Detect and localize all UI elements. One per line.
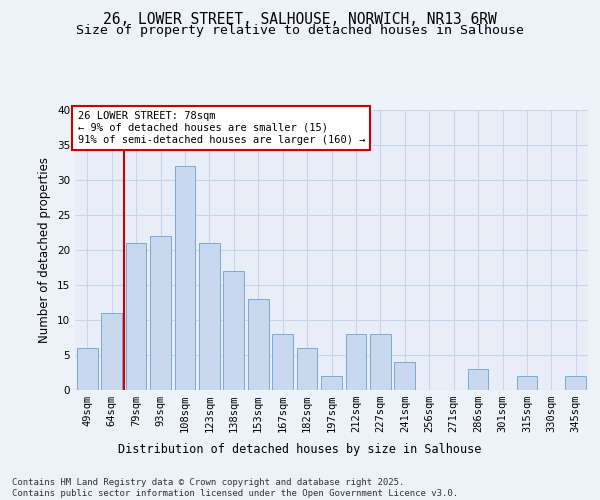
Bar bbox=[272, 334, 293, 390]
Bar bbox=[223, 271, 244, 390]
Bar bbox=[346, 334, 367, 390]
Bar bbox=[248, 299, 269, 390]
Bar bbox=[370, 334, 391, 390]
Bar bbox=[467, 369, 488, 390]
Bar bbox=[77, 348, 98, 390]
Bar bbox=[150, 236, 171, 390]
Bar bbox=[394, 362, 415, 390]
Bar bbox=[125, 243, 146, 390]
Bar bbox=[517, 376, 538, 390]
Text: 26 LOWER STREET: 78sqm
← 9% of detached houses are smaller (15)
91% of semi-deta: 26 LOWER STREET: 78sqm ← 9% of detached … bbox=[77, 112, 365, 144]
Y-axis label: Number of detached properties: Number of detached properties bbox=[38, 157, 52, 343]
Text: Size of property relative to detached houses in Salhouse: Size of property relative to detached ho… bbox=[76, 24, 524, 37]
Bar bbox=[101, 313, 122, 390]
Bar bbox=[175, 166, 196, 390]
Text: Contains HM Land Registry data © Crown copyright and database right 2025.
Contai: Contains HM Land Registry data © Crown c… bbox=[12, 478, 458, 498]
Bar bbox=[296, 348, 317, 390]
Bar bbox=[199, 243, 220, 390]
Text: Distribution of detached houses by size in Salhouse: Distribution of detached houses by size … bbox=[118, 442, 482, 456]
Text: 26, LOWER STREET, SALHOUSE, NORWICH, NR13 6RW: 26, LOWER STREET, SALHOUSE, NORWICH, NR1… bbox=[103, 12, 497, 28]
Bar bbox=[565, 376, 586, 390]
Bar bbox=[321, 376, 342, 390]
